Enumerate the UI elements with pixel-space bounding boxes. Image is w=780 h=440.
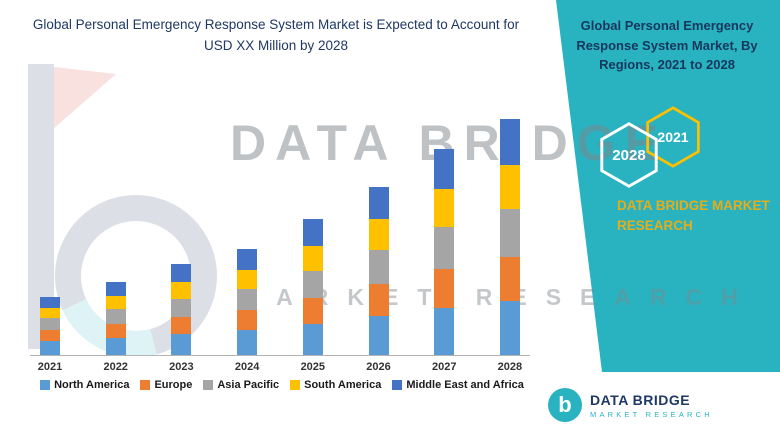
bar-stack	[105, 282, 126, 355]
bar-segment	[237, 249, 258, 270]
bar-segment	[171, 317, 192, 334]
bar-segment	[105, 309, 126, 324]
x-axis-label: 2027	[431, 361, 457, 373]
bar-segment	[499, 165, 520, 209]
hexagon-badge-2028: 2028	[600, 122, 658, 188]
bar-segment	[302, 298, 323, 324]
bar-segment	[105, 282, 126, 296]
legend-label: South America	[304, 379, 382, 391]
legend-item: Europe	[140, 379, 192, 391]
hexagon-badge-2021: 2021	[646, 106, 700, 168]
bar-segment	[499, 119, 520, 165]
legend-swatch-icon	[392, 380, 403, 390]
x-axis-label: 2025	[300, 361, 326, 373]
bar-segment	[302, 324, 323, 355]
bar-segment	[40, 318, 60, 330]
bar-segment	[434, 308, 455, 355]
bar-segment	[434, 149, 455, 189]
bar-segment	[237, 289, 258, 310]
legend-item: Asia Pacific	[203, 379, 279, 391]
bar-segment	[368, 316, 389, 355]
bar-segment	[171, 334, 192, 355]
bar-column-2024	[227, 249, 267, 355]
bar-segment	[40, 330, 60, 341]
x-axis-labels: 2021 2022 2023 2024 2025 2026 2027 2028	[30, 361, 530, 373]
bar-segment	[171, 264, 192, 282]
bar-segment	[237, 270, 258, 289]
legend-swatch-icon	[140, 380, 151, 390]
legend-label: Middle East and Africa	[406, 379, 524, 391]
bar-segment	[40, 297, 60, 308]
bar-segment	[105, 296, 126, 309]
chart-legend: North America Europe Asia Pacific South Ame…	[24, 379, 540, 391]
legend-item: Middle East and Africa	[392, 379, 524, 391]
bar-segment	[302, 219, 323, 246]
legend-swatch-icon	[40, 380, 51, 390]
data-bridge-logo-icon: b	[548, 388, 582, 422]
footer-brand-name: DATA BRIDGE	[590, 391, 691, 408]
bar-segment	[105, 338, 126, 355]
bar-segment	[499, 209, 520, 257]
chart-title: Global Personal Emergency Response Syste…	[32, 17, 520, 53]
bar-chart-plot-area	[30, 104, 530, 356]
x-axis-label: 2023	[169, 361, 194, 373]
bar-segment	[368, 250, 389, 284]
bar-segment	[302, 246, 323, 271]
bar-column-2025	[293, 219, 333, 355]
bar-segment	[499, 301, 520, 355]
bar-stack	[368, 187, 389, 355]
bar-column-2028	[490, 119, 530, 355]
x-axis-label: 2024	[234, 361, 260, 373]
bar-column-2023	[161, 264, 201, 355]
x-axis-label: 2022	[103, 361, 128, 373]
side-panel-brand-name: DATA BRIDGE MARKET RESEARCH	[617, 198, 770, 234]
legend-label: North America	[54, 379, 130, 391]
side-panel-title: Global Personal Emergency Response Syste…	[576, 18, 758, 72]
bar-stack	[171, 264, 192, 355]
badge-2028-label: 2028	[612, 147, 645, 164]
badge-2021-label: 2021	[657, 129, 688, 145]
footer-brand-text: DATA BRIDGE MARKET RESEARCH	[590, 392, 713, 419]
legend-label: Europe	[154, 379, 193, 391]
bar-stack	[302, 219, 323, 355]
footer-logo: b DATA BRIDGE MARKET RESEARCH	[548, 388, 713, 422]
bar-segment	[171, 299, 192, 317]
legend-item: South America	[290, 379, 381, 391]
x-axis-label: 2028	[497, 361, 523, 373]
bar-segment	[40, 308, 60, 318]
bar-column-2022	[96, 282, 136, 355]
bar-column-2026	[359, 187, 399, 355]
bar-segment	[368, 219, 389, 250]
bar-segment	[171, 282, 192, 299]
bar-stack	[40, 297, 60, 355]
bar-segment	[434, 189, 455, 227]
legend-swatch-icon	[290, 380, 301, 390]
bar-segment	[40, 341, 60, 355]
bar-segment	[434, 269, 455, 308]
footer-brand-tagline: MARKET RESEARCH	[590, 409, 713, 419]
legend-swatch-icon	[203, 380, 214, 390]
bar-segment	[368, 284, 389, 316]
bar-segment	[237, 330, 258, 355]
bar-stack	[434, 149, 455, 355]
x-axis-label: 2026	[366, 361, 391, 373]
bar-segment	[434, 227, 455, 269]
legend-item: North America	[40, 379, 129, 391]
bar-segment	[368, 187, 389, 219]
bar-segment	[499, 257, 520, 301]
bar-stack	[237, 249, 258, 355]
legend-label: Asia Pacific	[217, 379, 280, 391]
bar-column-2021	[30, 297, 70, 355]
x-axis-label: 2021	[37, 361, 63, 373]
bar-segment	[302, 271, 323, 298]
bar-stack	[499, 119, 520, 355]
bar-segment	[105, 324, 126, 338]
bar-segment	[237, 310, 258, 330]
bar-column-2027	[424, 149, 464, 355]
